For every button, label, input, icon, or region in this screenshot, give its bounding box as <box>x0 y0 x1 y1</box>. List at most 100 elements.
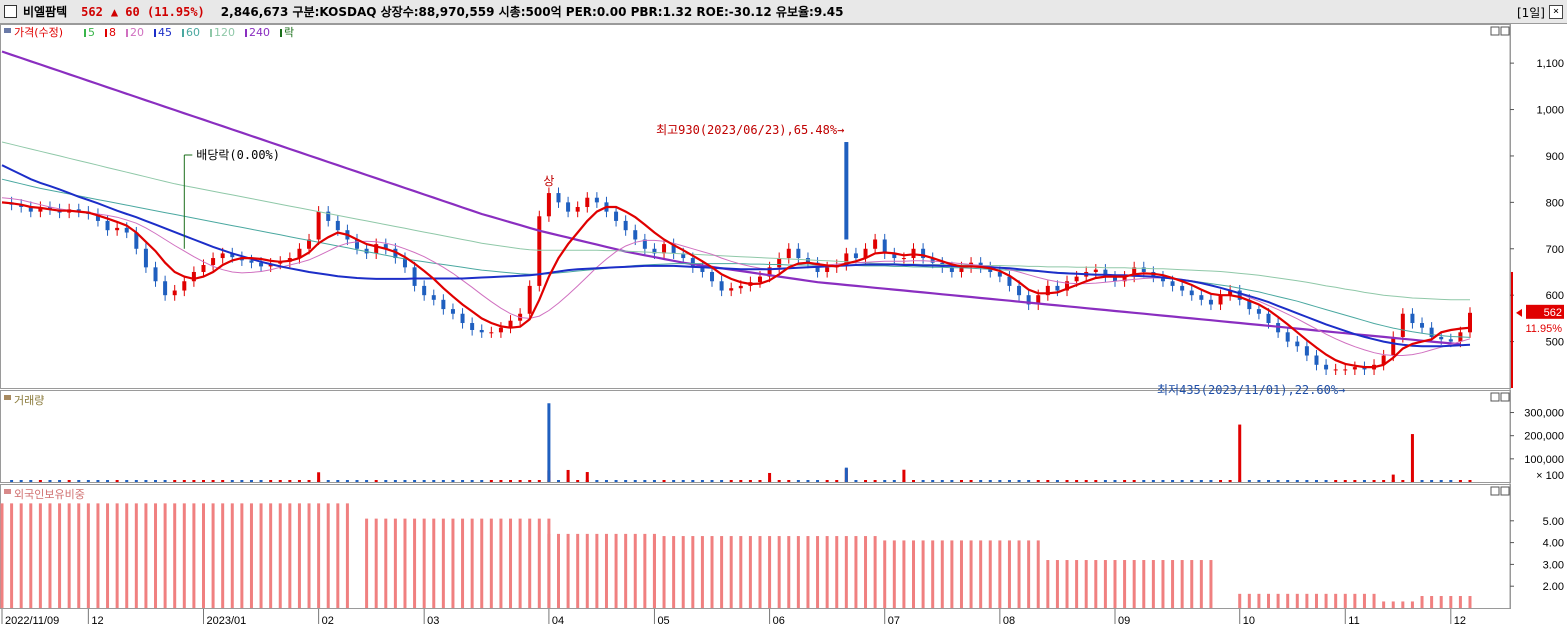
volume-bar <box>1142 480 1146 482</box>
volume-bar <box>720 480 724 482</box>
foreign-bar <box>403 518 407 608</box>
foreign-bar <box>0 503 4 608</box>
volume-bar <box>1449 480 1453 482</box>
foreign-bar <box>950 540 954 608</box>
foreign-bar <box>326 503 330 608</box>
minimize-button[interactable] <box>1490 392 1500 402</box>
candle <box>729 288 734 291</box>
foreign-bar <box>1305 593 1309 608</box>
foreign-bar <box>979 540 983 608</box>
y-tick-label: 900 <box>1546 151 1564 163</box>
last-price-label: 562 <box>1544 307 1562 319</box>
volume-bar <box>825 480 829 482</box>
volume-bar <box>528 480 532 482</box>
volume-bar <box>1238 424 1242 482</box>
x-tick-label: 07 <box>888 615 900 627</box>
foreign-bar <box>1199 560 1203 608</box>
foreign-bar <box>556 533 560 608</box>
foreign-bar <box>134 503 138 608</box>
candle <box>844 253 849 266</box>
candle <box>949 267 954 272</box>
volume-bar <box>1065 480 1069 482</box>
volume-bar <box>643 480 647 482</box>
foreign-bar <box>528 518 532 608</box>
minimize-button[interactable] <box>1490 486 1500 496</box>
volume-legend: 거래량 <box>4 394 44 407</box>
volume-bar <box>1343 480 1347 482</box>
foreign-bar <box>432 518 436 608</box>
foreign-bar <box>288 503 292 608</box>
candle <box>1324 364 1329 370</box>
foreign-bar <box>921 540 925 608</box>
volume-bar <box>403 480 407 482</box>
legend-marker <box>4 489 11 494</box>
volume-bar <box>77 480 81 482</box>
volume-bar <box>1055 480 1059 482</box>
foreign-bar <box>1267 593 1271 608</box>
foreign-bar <box>317 503 321 608</box>
close-icon[interactable]: × <box>1549 5 1563 19</box>
volume-bar <box>700 480 704 482</box>
maximize-button[interactable] <box>1500 392 1510 402</box>
foreign-bar <box>1238 593 1242 608</box>
foreign-bar <box>806 536 810 608</box>
price-change: ▲ 60 (11.95%) <box>110 4 205 19</box>
volume-bar <box>969 480 973 482</box>
volume-bar <box>249 480 253 482</box>
volume-bar <box>1410 434 1414 482</box>
volume-bar <box>537 480 541 482</box>
candle <box>335 220 340 231</box>
volume-panel <box>0 390 1511 483</box>
volume-bar <box>873 480 877 482</box>
volume-bar <box>413 480 417 482</box>
volume-bar <box>1314 480 1318 482</box>
y-tick-label: 3.00 <box>1543 559 1564 571</box>
stock-name: 비엘팜텍 <box>23 5 68 19</box>
candle <box>671 244 676 254</box>
foreign-bar <box>912 540 916 608</box>
candle <box>431 295 436 300</box>
candle <box>1304 346 1309 356</box>
foreign-bar <box>413 518 417 608</box>
annotation-text: 최저435(2023/11/01),22.60%→ <box>1157 383 1345 397</box>
candle <box>355 239 360 249</box>
foreign-bar <box>518 518 522 608</box>
legend-item: 60 <box>186 26 200 39</box>
foreign-bar <box>710 536 714 608</box>
foreign-bar <box>825 536 829 608</box>
foreign-bar <box>29 503 33 608</box>
volume-bar <box>806 480 810 482</box>
maximize-button[interactable] <box>1500 26 1510 36</box>
foreign-bar <box>787 536 791 608</box>
candle <box>134 232 139 249</box>
foreign-bar <box>307 503 311 608</box>
foreign-bar <box>1401 601 1405 608</box>
volume-bar <box>1353 480 1357 482</box>
foreign-bar <box>969 540 973 608</box>
foreign-panel <box>0 484 1511 609</box>
maximize-button[interactable] <box>1500 486 1510 496</box>
volume-bar <box>1372 480 1376 482</box>
foreign-legend: 외국인보유비중 <box>4 488 85 501</box>
volume-bar <box>1247 480 1251 482</box>
foreign-bar <box>748 536 752 608</box>
volume-bar <box>1007 480 1011 482</box>
candle <box>1180 285 1185 291</box>
foreign-bar <box>1391 601 1395 608</box>
candle <box>1237 290 1242 300</box>
x-tick-label: 11 <box>1348 615 1359 627</box>
foreign-bar <box>422 518 426 608</box>
period-selector[interactable]: [1일] <box>1516 6 1545 20</box>
volume-bar <box>1151 480 1155 482</box>
foreign-bar <box>1142 560 1146 608</box>
candle <box>710 271 715 282</box>
volume-bar <box>461 480 465 482</box>
foreign-bar <box>345 503 349 608</box>
y-tick-label: 2.00 <box>1543 581 1564 593</box>
foreign-bar <box>201 503 205 608</box>
foreign-bar <box>547 533 551 608</box>
checkbox-icon[interactable] <box>4 5 17 18</box>
foreign-bar <box>154 503 158 608</box>
candle <box>1218 295 1223 305</box>
minimize-button[interactable] <box>1490 26 1500 36</box>
